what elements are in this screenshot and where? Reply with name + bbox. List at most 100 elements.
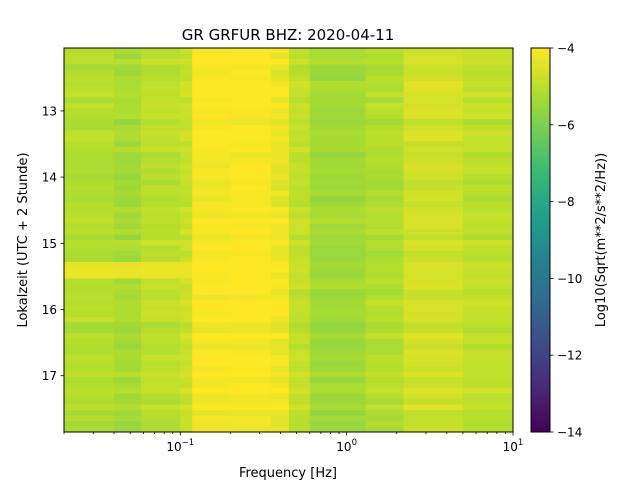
heatmap-cell (403, 223, 464, 230)
heatmap-cell (309, 80, 366, 87)
heatmap-cell (180, 223, 193, 230)
heatmap-cell (114, 141, 142, 148)
heatmap-cell (192, 283, 231, 290)
heatmap-cell (180, 113, 193, 120)
heatmap-cell (288, 256, 311, 263)
heatmap-cell (114, 185, 142, 192)
heatmap-cell (114, 157, 142, 164)
heatmap-cell (270, 371, 290, 378)
heatmap-cell (462, 289, 514, 296)
heatmap-cell (462, 278, 514, 285)
heatmap-cell (270, 152, 290, 159)
heatmap-cell (365, 86, 405, 93)
heatmap-cell (365, 240, 405, 246)
heatmap-cell (180, 316, 193, 323)
heatmap-cell (140, 234, 181, 241)
heatmap-cell (114, 261, 142, 268)
heatmap-cell (270, 410, 290, 416)
heatmap-cell (309, 388, 366, 394)
heatmap-cell (114, 146, 142, 153)
heatmap-cell (114, 201, 142, 208)
heatmap-cell (192, 410, 231, 416)
heatmap-cell (114, 124, 142, 131)
heatmap-cell (288, 371, 311, 378)
heatmap-cell (230, 119, 272, 126)
heatmap-cell (140, 261, 181, 268)
heatmap-cell (288, 349, 311, 356)
heatmap-cell (180, 311, 193, 318)
heatmap-cell (114, 245, 142, 252)
heatmap-cell (270, 86, 290, 93)
heatmap-cell (230, 58, 272, 65)
heatmap-cell (230, 80, 272, 87)
heatmap-cell (64, 371, 115, 378)
heatmap-cell (140, 366, 181, 373)
heatmap-cell (270, 278, 290, 285)
heatmap-cell (192, 157, 231, 164)
heatmap-cell (180, 69, 193, 76)
heatmap-cell (180, 283, 193, 290)
heatmap-cell (270, 113, 290, 120)
heatmap-cell (192, 48, 231, 54)
heatmap-cell (64, 399, 115, 405)
heatmap-cell (230, 426, 272, 433)
heatmap-cell (114, 366, 142, 373)
heatmap-cell (114, 344, 142, 351)
heatmap-cell (288, 53, 311, 60)
heatmap-cell (462, 91, 514, 98)
heatmap-cell (64, 58, 115, 65)
heatmap-cell (180, 168, 193, 175)
heatmap-cell (140, 141, 181, 148)
heatmap-cell (365, 168, 405, 175)
heatmap-cell (192, 305, 231, 312)
heatmap-cell (192, 64, 231, 71)
heatmap-cell (192, 53, 231, 60)
heatmap-cell (288, 48, 311, 54)
heatmap-cell (403, 240, 464, 246)
heatmap-cell (462, 366, 514, 373)
heatmap-cell (288, 69, 311, 76)
heatmap-cell (114, 113, 142, 120)
heatmap-cell (403, 179, 464, 186)
heatmap-cell (270, 53, 290, 60)
heatmap-cell (180, 185, 193, 192)
heatmap-cell (64, 146, 115, 153)
heatmap-cell (180, 245, 193, 252)
heatmap-cell (462, 58, 514, 65)
heatmap-cell (462, 141, 514, 148)
heatmap-cell (180, 393, 193, 400)
heatmap-cell (64, 338, 115, 345)
heatmap-cell (180, 327, 193, 334)
colorbar-tick-label: −12 (557, 349, 582, 363)
heatmap-cell (403, 316, 464, 323)
heatmap-cell (365, 102, 405, 109)
heatmap-cell (192, 190, 231, 197)
heatmap-cell (230, 234, 272, 241)
heatmap-cell (140, 102, 181, 109)
heatmap-cell (462, 64, 514, 71)
heatmap-cell (114, 91, 142, 98)
heatmap-cell (403, 344, 464, 351)
heatmap-cell (288, 289, 311, 296)
heatmap-cell (403, 97, 464, 104)
heatmap-cell (180, 146, 193, 153)
heatmap-cell (114, 355, 142, 362)
heatmap-cell (64, 344, 115, 351)
heatmap-cell (309, 399, 366, 405)
heatmap-cell (462, 349, 514, 356)
heatmap-cell (230, 135, 272, 142)
heatmap-cell (180, 218, 193, 224)
heatmap-cell (230, 333, 272, 340)
heatmap-cell (462, 261, 514, 268)
heatmap-cell (270, 289, 290, 296)
heatmap-cell (270, 366, 290, 373)
heatmap-cell (192, 261, 231, 268)
heatmap-cell (140, 278, 181, 285)
heatmap-cell (140, 333, 181, 340)
heatmap-cell (365, 152, 405, 159)
heatmap-cell (365, 48, 405, 54)
heatmap-cell (403, 119, 464, 126)
heatmap-cell (365, 261, 405, 268)
heatmap-cell (270, 190, 290, 197)
heatmap-cell (230, 53, 272, 60)
